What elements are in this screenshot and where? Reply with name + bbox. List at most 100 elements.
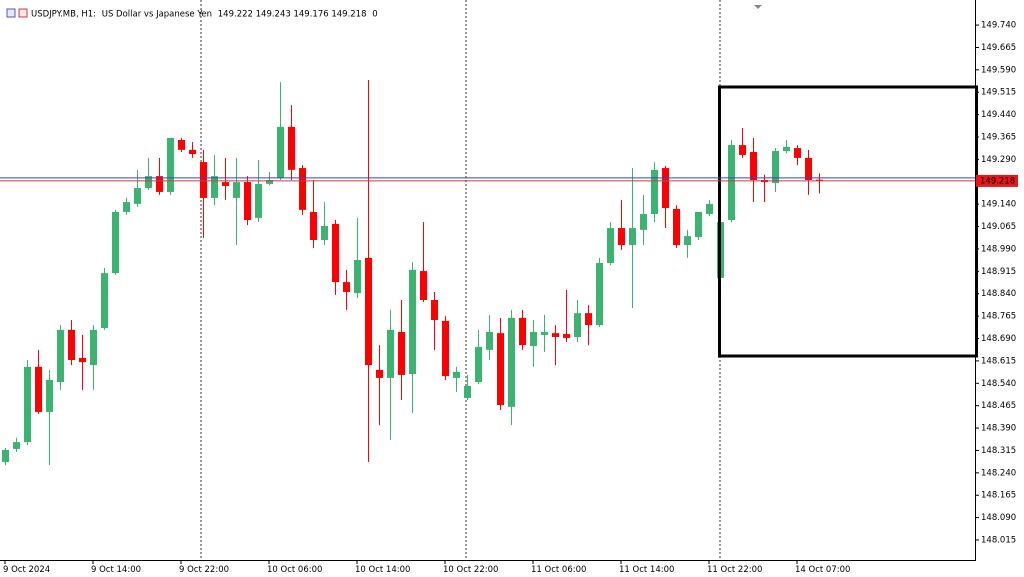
candle-body — [508, 317, 515, 407]
spread: 0 — [372, 9, 377, 19]
y-tick-label: 149.065 — [981, 222, 1016, 232]
description: US Dollar vs Japanese Yen — [102, 9, 212, 19]
candle-body — [101, 273, 108, 329]
candle-body — [739, 145, 746, 155]
candle-body — [365, 257, 372, 366]
candle-body — [563, 334, 570, 338]
candle-body — [629, 228, 636, 246]
candle-body — [783, 146, 790, 152]
candle-body — [596, 262, 603, 326]
y-tick-label: 149.365 — [981, 133, 1016, 143]
y-tick-label: 148.390 — [981, 424, 1016, 434]
candle-body — [552, 333, 559, 338]
y-tick-label: 149.740 — [981, 21, 1016, 31]
bid-price-label: 149.218 — [980, 176, 1015, 186]
candle-body — [541, 331, 548, 335]
candle-body — [189, 149, 196, 155]
plot — [2, 80, 823, 466]
candle-body — [13, 442, 20, 449]
candle-body — [651, 169, 658, 215]
candle-body — [728, 145, 735, 220]
candle-body — [420, 271, 427, 300]
candle-body — [662, 168, 669, 209]
candle-body — [156, 176, 163, 192]
candle-body — [794, 148, 801, 158]
x-tick-label: 14 Oct 07:00 — [795, 565, 850, 575]
candle-body — [376, 369, 383, 378]
candle-body — [409, 269, 416, 375]
y-tick-label: 149.440 — [981, 110, 1016, 120]
x-tick-label: 11 Oct 22:00 — [707, 565, 762, 575]
candle-body — [585, 313, 592, 326]
chart-header: USDJPY.MB, H1: US Dollar vs Japanese Yen… — [31, 9, 378, 19]
candle-body — [354, 260, 361, 294]
y-tick-label: 148.915 — [981, 267, 1016, 277]
y-tick-label: 148.015 — [981, 536, 1016, 546]
drawn-rectangle[interactable] — [718, 85, 978, 358]
y-tick-label: 149.140 — [981, 200, 1016, 210]
y-tick-label: 149.515 — [981, 88, 1016, 98]
y-tick-label: 148.165 — [981, 491, 1016, 501]
candle-body — [618, 228, 625, 246]
candle-body — [90, 329, 97, 366]
candle-body — [244, 182, 251, 220]
candle-body — [123, 202, 130, 212]
candle-body — [475, 346, 482, 383]
candle-body — [310, 211, 317, 240]
y-tick-label: 148.690 — [981, 334, 1016, 344]
candle-body — [387, 329, 394, 378]
candle-body — [35, 366, 42, 412]
candle-body — [706, 203, 713, 215]
candle-body — [266, 180, 273, 184]
chart-shift-marker[interactable] — [754, 5, 762, 9]
candle-body — [79, 357, 86, 363]
header-low: 149.176 — [293, 9, 328, 19]
header-open: 149.222 — [218, 9, 253, 19]
candle-body — [222, 182, 229, 186]
y-tick-label: 148.090 — [981, 513, 1016, 523]
candle-body — [530, 331, 537, 346]
y-tick-label: 148.240 — [981, 468, 1016, 478]
candle-body — [673, 208, 680, 246]
candle-body — [695, 211, 702, 238]
candle-body — [750, 151, 757, 180]
candle-body — [288, 126, 295, 170]
candle-body — [233, 182, 240, 198]
candle-body — [607, 228, 614, 263]
x-tick-label: 9 Oct 14:00 — [91, 565, 141, 575]
candle-body — [442, 320, 449, 377]
y-tick-label: 148.465 — [981, 401, 1016, 411]
x-tick-label: 10 Oct 06:00 — [267, 565, 322, 575]
candle-body — [321, 225, 328, 240]
candle-body — [453, 371, 460, 378]
y-tick-label: 148.615 — [981, 356, 1016, 366]
candle-body — [574, 313, 581, 338]
candle-body — [2, 449, 9, 463]
candle-body — [57, 329, 64, 383]
candle-body — [684, 236, 691, 246]
candle-body — [178, 140, 185, 150]
candle-body — [464, 385, 471, 398]
candle-body — [299, 168, 306, 210]
header-close: 149.218 — [331, 9, 366, 19]
candle-body — [46, 380, 53, 412]
candle-body — [816, 179, 823, 181]
symbol: USDJPY.MB, H1: — [31, 9, 96, 19]
candle-body — [167, 137, 174, 192]
x-tick-label: 9 Oct 22:00 — [179, 565, 229, 575]
candle-body — [486, 331, 493, 350]
candle-body — [640, 214, 647, 230]
candle-body — [343, 282, 350, 292]
x-tick-label: 9 Oct 2024 — [3, 565, 50, 575]
candle-body — [332, 223, 339, 283]
candle-body — [200, 162, 207, 198]
candle-body — [431, 300, 438, 320]
y-tick-label: 149.665 — [981, 43, 1016, 53]
candle-body — [398, 331, 405, 375]
candle-body — [112, 211, 119, 274]
y-tick-label: 148.990 — [981, 244, 1016, 254]
candle-body — [497, 333, 504, 406]
x-tick-label: 10 Oct 14:00 — [355, 565, 410, 575]
